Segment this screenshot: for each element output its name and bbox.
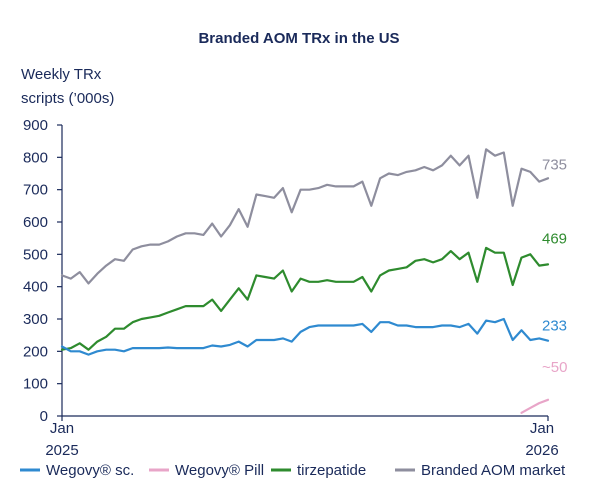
axes: 0 100 200 300 400 500 600 700 800 900 Jan 2025 Jan 20… [23,117,559,459]
y-tick-label: 300 [23,311,48,328]
end-label-wegovy-sc: 233 [542,318,567,335]
y-axis-label-line-2: scripts (’000s) [21,90,115,107]
x-tick-label-start-month: Jan [50,420,74,437]
labels-layer: 735 469 233 ~50 [542,156,567,375]
end-label-tirzepatide: 469 [542,230,567,247]
series-line-wegovy-sc [60,317,550,356]
legend-label-branded-aom-market: Branded AOM market [421,462,566,479]
legend-label-wegovy-sc: Wegovy® sc. [46,462,134,479]
legend-label-tirzepatide: tirzepatide [297,462,366,479]
end-label-wegovy-pill: ~50 [542,359,567,376]
y-tick-label: 200 [23,343,48,360]
y-tick-label: 600 [23,214,48,231]
x-tick-label-end-month: Jan [530,420,554,437]
series-line-wegovy-pill [520,398,550,414]
y-tick-label: 500 [23,246,48,263]
y-tick-label: 400 [23,279,48,296]
series-line-branded-aom-market [60,148,550,285]
legend-label-wegovy-pill: Wegovy® Pill [175,462,264,479]
legend: Wegovy® sc. Wegovy® Pill tirzepatide Brande… [20,462,566,479]
chart-title: Branded AOM TRx in the US [198,30,400,47]
series-line-tirzepatide [60,246,550,351]
x-tick-label-start-year: 2025 [45,442,78,459]
y-axis-label-line-1: Weekly TRx [21,66,102,83]
y-tick-label: 900 [23,117,48,134]
end-label-branded-aom-market: 735 [542,156,567,173]
y-tick-label: 100 [23,376,48,393]
y-tick-label: 800 [23,149,48,166]
y-tick-label: 700 [23,182,48,199]
x-tick-label-end-year: 2026 [525,442,558,459]
y-tick-label: 0 [40,408,48,425]
series-layer [60,148,550,414]
